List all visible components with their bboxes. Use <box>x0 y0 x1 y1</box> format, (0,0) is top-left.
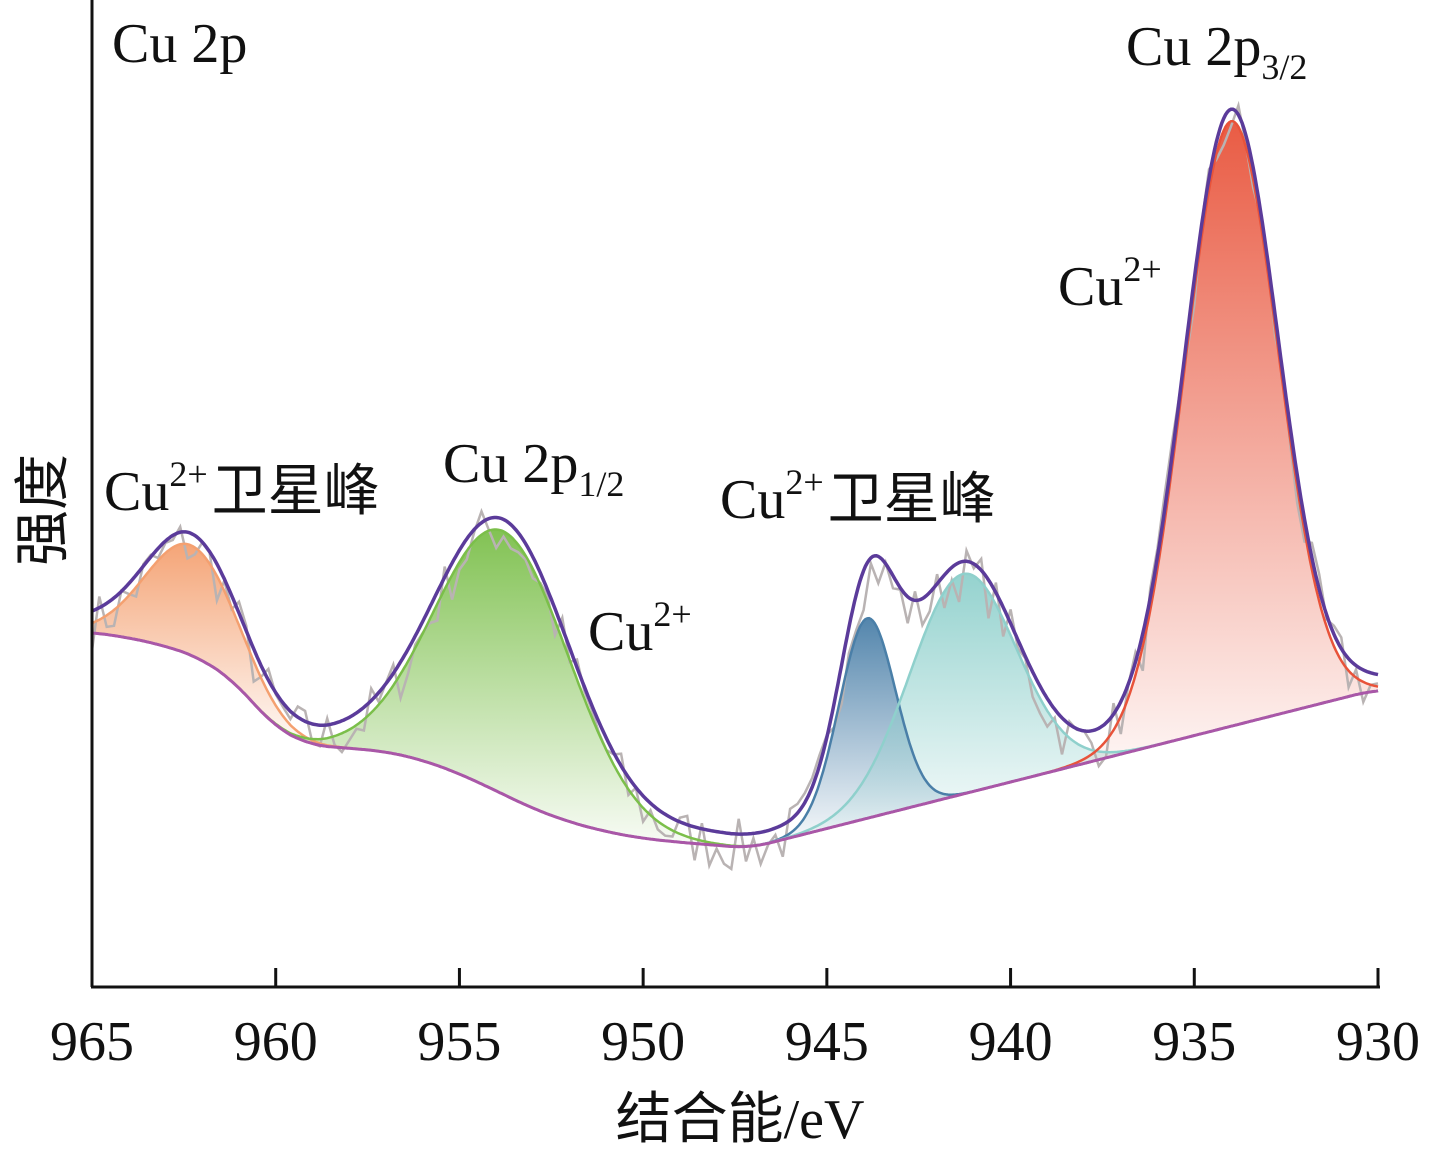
x-tick-label: 930 <box>1336 1011 1420 1073</box>
component-lines <box>91 107 1379 849</box>
annotation-cu2plus-main: Cu2+ <box>1058 249 1162 318</box>
raw-spectrum-line <box>90 100 1379 872</box>
x-tick-label: 955 <box>417 1011 501 1073</box>
x-tick-label: 940 <box>969 1011 1053 1073</box>
annotation-cu2plus-p12: Cu2+ <box>588 594 692 663</box>
x-tick-label: 965 <box>50 1011 134 1073</box>
annotation-cu2p-title: Cu 2p <box>112 13 247 75</box>
annotation-cu2p32: Cu 2p3/2 <box>1126 16 1307 87</box>
x-tick-label: 935 <box>1152 1011 1236 1073</box>
component-fill-4 <box>1063 121 1378 769</box>
x-tick-label: 950 <box>601 1011 685 1073</box>
raw-spectrum <box>90 100 1379 872</box>
y-axis-title: 强度 <box>13 454 75 566</box>
x-tick-label: 960 <box>234 1011 318 1073</box>
x-tick-label: 945 <box>785 1011 869 1073</box>
envelope-line <box>91 107 1379 836</box>
annotation-satellite-left: Cu2+卫星峰 <box>104 454 380 523</box>
annotation-satellite-right: Cu2+卫星峰 <box>720 462 996 531</box>
x-axis-title: 结合能/eV <box>616 1089 865 1151</box>
component-fill-1 <box>281 529 726 847</box>
x-ticks: 965 960 955 950 945 940 935 930 <box>50 968 1420 1073</box>
background-line <box>91 631 1379 849</box>
annotation-cu2p12: Cu 2p1/2 <box>443 433 624 504</box>
